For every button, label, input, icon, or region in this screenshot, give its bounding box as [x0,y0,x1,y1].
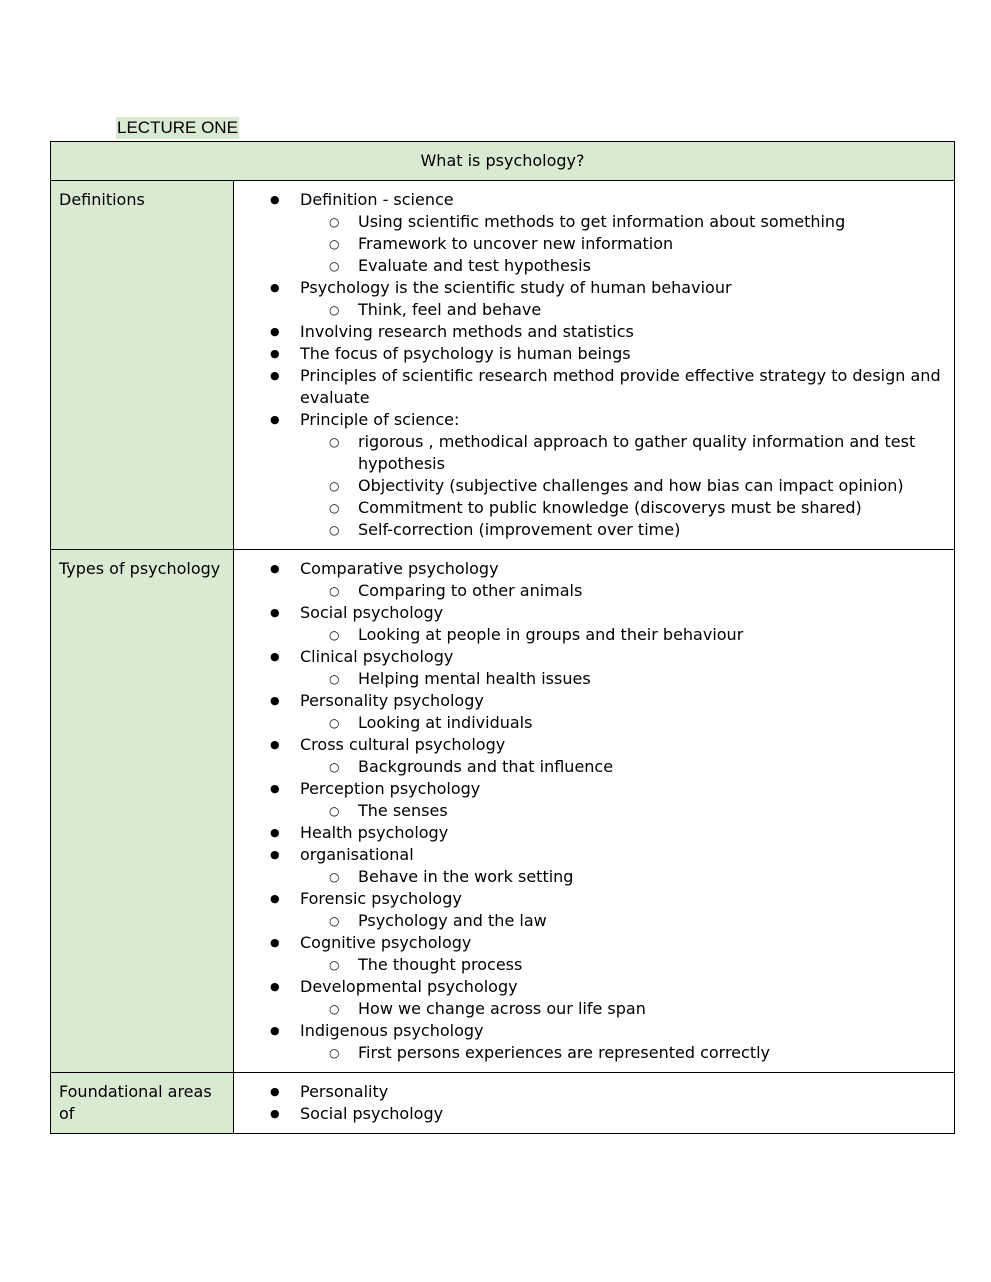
bullet-item: Developmental psychology [234,976,946,998]
bullet-item: Personality [234,1081,946,1103]
bullet-item: Forensic psychology [234,888,946,910]
bullet-item: Clinical psychology [234,646,946,668]
bullet-item: Principle of science: [234,409,946,431]
bullet-item: Principles of scientific research method… [234,365,946,409]
sub-bullet-item: Think, feel and behave [234,299,946,321]
notes-table: What is psychology? DefinitionsDefinitio… [50,141,955,1134]
bullet-item: The focus of psychology is human beings [234,343,946,365]
table-header: What is psychology? [50,141,955,181]
table-row: DefinitionsDefinition - scienceUsing sci… [50,180,955,550]
bullet-item: Comparative psychology [234,558,946,580]
bullet-item: Cognitive psychology [234,932,946,954]
row-label: Types of psychology [50,549,234,1073]
lecture-title: LECTURE ONE [116,117,239,139]
bullet-item: Indigenous psychology [234,1020,946,1042]
bullet-item: Social psychology [234,1103,946,1125]
row-label: Definitions [50,180,234,550]
sub-bullet-item: How we change across our life span [234,998,946,1020]
sub-bullet-item: Helping mental health issues [234,668,946,690]
sub-bullet-item: Looking at individuals [234,712,946,734]
bullet-item: Involving research methods and statistic… [234,321,946,343]
bullet-item: Health psychology [234,822,946,844]
sub-bullet-item: Commitment to public knowledge (discover… [234,497,946,519]
row-content: Definition - scienceUsing scientific met… [233,180,955,550]
bullet-item: Cross cultural psychology [234,734,946,756]
sub-bullet-item: Objectivity (subjective challenges and h… [234,475,946,497]
row-label: Foundational areas of [50,1072,234,1134]
bullet-item: Definition - science [234,189,946,211]
bullet-item: Perception psychology [234,778,946,800]
row-content: PersonalitySocial psychology [233,1072,955,1134]
sub-bullet-item: The senses [234,800,946,822]
sub-bullet-item: Backgrounds and that influence [234,756,946,778]
bullet-item: Personality psychology [234,690,946,712]
table-header-row: What is psychology? [50,141,955,181]
sub-bullet-item: Self-correction (improvement over time) [234,519,946,541]
sub-bullet-item: The thought process [234,954,946,976]
sub-bullet-item: Behave in the work setting [234,866,946,888]
table-row: Foundational areas ofPersonalitySocial p… [50,1072,955,1134]
table-row: Types of psychologyComparative psycholog… [50,549,955,1073]
sub-bullet-item: Psychology and the law [234,910,946,932]
sub-bullet-item: Using scientific methods to get informat… [234,211,946,233]
bullet-item: Social psychology [234,602,946,624]
bullet-item: organisational [234,844,946,866]
sub-bullet-item: Comparing to other animals [234,580,946,602]
sub-bullet-item: Looking at people in groups and their be… [234,624,946,646]
sub-bullet-item: Evaluate and test hypothesis [234,255,946,277]
sub-bullet-item: Framework to uncover new information [234,233,946,255]
sub-bullet-item: First persons experiences are represente… [234,1042,946,1064]
row-content: Comparative psychologyComparing to other… [233,549,955,1073]
bullet-item: Psychology is the scientific study of hu… [234,277,946,299]
sub-bullet-item: rigorous , methodical approach to gather… [234,431,946,475]
